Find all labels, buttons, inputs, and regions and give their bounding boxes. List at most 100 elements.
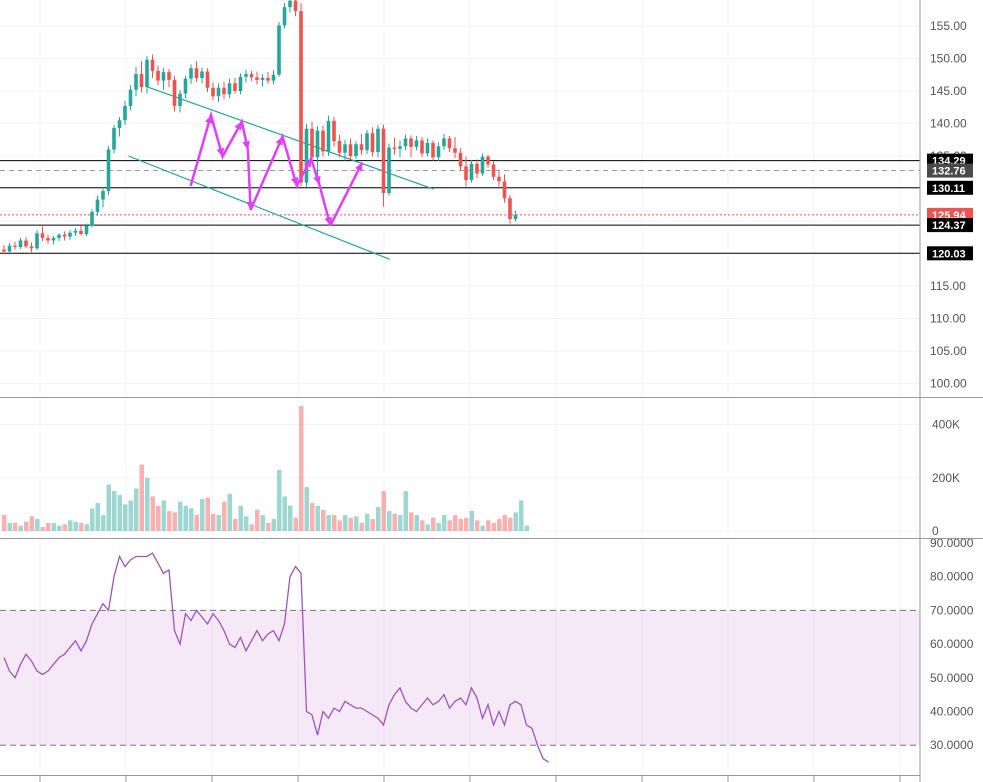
volume-bar [112, 491, 117, 531]
candle-body [29, 246, 34, 249]
volume-bar [95, 503, 100, 531]
volume-bar [271, 519, 276, 531]
candle-body [211, 87, 215, 97]
volume-bar [156, 505, 161, 531]
volume-bar [178, 501, 183, 531]
candle-body [354, 144, 358, 156]
candle-body [167, 72, 171, 80]
volume-tick-label: 0 [932, 524, 939, 538]
candle-body [497, 176, 501, 182]
volume-bar [310, 503, 315, 531]
candle-body [156, 70, 160, 81]
candle-body [189, 68, 193, 79]
channel-line-lower [128, 155, 390, 260]
candle-body [101, 191, 105, 200]
volume-bar [486, 520, 491, 531]
candle-body [310, 128, 314, 158]
candle-body [271, 74, 276, 81]
candle-body [464, 166, 468, 181]
pattern-arrowhead [303, 158, 312, 168]
volume-bar [332, 515, 337, 531]
volume-bar [491, 523, 496, 531]
volume-bar [376, 507, 381, 531]
candle-body [68, 232, 72, 237]
volume-bar [442, 515, 447, 531]
candle-body [233, 83, 237, 91]
candle-body [414, 140, 419, 147]
volume-bar [227, 493, 232, 531]
price-tag-label: 132.76 [932, 166, 966, 178]
volume-tick-label: 400K [932, 418, 960, 432]
price-axis: 155.00150.00145.00140.00135.00130.00125.… [930, 19, 967, 391]
candle-body [244, 74, 248, 77]
candle-body [392, 147, 397, 149]
rsi-tick-label: 40.0000 [930, 705, 974, 719]
rsi-tick-label: 50.0000 [930, 671, 974, 685]
candle-body [266, 78, 270, 81]
rsi-axis: 90.0000 80.0000 70.0000 60.0000 50.0000 40.00… [930, 536, 974, 752]
volume-bar [403, 491, 408, 531]
candle-body [337, 141, 342, 153]
candle-body [469, 163, 474, 181]
volume-panel[interactable]: 400K 200K 0 [0, 406, 960, 538]
rsi-tick-label: 90.0000 [930, 536, 974, 550]
volume-bar [222, 501, 227, 531]
price-tick-label: 155.00 [930, 19, 967, 33]
price-tick-label: 145.00 [930, 84, 967, 98]
volume-bar [172, 512, 177, 531]
pattern-arrowhead [355, 162, 363, 172]
volume-bar [51, 523, 56, 531]
candle-body [480, 156, 485, 174]
candle-body [486, 156, 490, 165]
candle-body [205, 71, 210, 88]
candle-body [260, 78, 265, 80]
volume-bar [139, 464, 144, 531]
candle-body [112, 128, 116, 150]
volume-bar [211, 513, 216, 531]
rsi-tick-label: 30.0000 [930, 738, 974, 752]
candle-body [18, 240, 23, 247]
candle-body [277, 25, 281, 75]
volume-bar [304, 487, 309, 531]
candle-body [398, 146, 402, 149]
candle-body [381, 128, 386, 194]
volume-bar [508, 517, 513, 531]
rsi-tick-label: 70.0000 [930, 603, 974, 617]
candle-body [491, 164, 496, 177]
volume-bar [299, 406, 304, 531]
volume-bar [359, 523, 364, 531]
channel-line-upper [147, 86, 434, 190]
pattern-arrowhead [205, 115, 213, 124]
price-tag-label: 130.11 [932, 183, 965, 195]
pattern-arrowhead [216, 147, 225, 157]
price-tag [927, 180, 973, 195]
candle-body [348, 144, 353, 156]
volume-bar [326, 515, 331, 531]
price-tag [927, 218, 973, 233]
volume-bar [150, 496, 155, 531]
volume-bar [106, 484, 111, 531]
candle-body [35, 233, 39, 249]
volume-bar [365, 513, 370, 531]
rsi-band [0, 609, 920, 746]
candle-body [216, 87, 221, 97]
candle-body [84, 225, 89, 234]
candle-body [73, 230, 78, 233]
volume-bar [145, 477, 150, 531]
candle-body [255, 77, 259, 80]
candle-body [200, 71, 204, 78]
volume-bar [447, 520, 452, 531]
volume-bar [425, 524, 430, 531]
rsi-panel[interactable]: 90.0000 80.0000 70.0000 60.0000 50.0000 40.00… [0, 536, 974, 763]
volume-bar [420, 520, 425, 531]
volume-grid [0, 424, 920, 532]
volume-bar [216, 515, 221, 531]
volume-bar [387, 511, 392, 531]
candle-body [238, 76, 243, 91]
candle-body [502, 181, 507, 199]
candle-body [343, 144, 347, 153]
candles [2, 0, 518, 255]
candle-body [150, 59, 155, 71]
